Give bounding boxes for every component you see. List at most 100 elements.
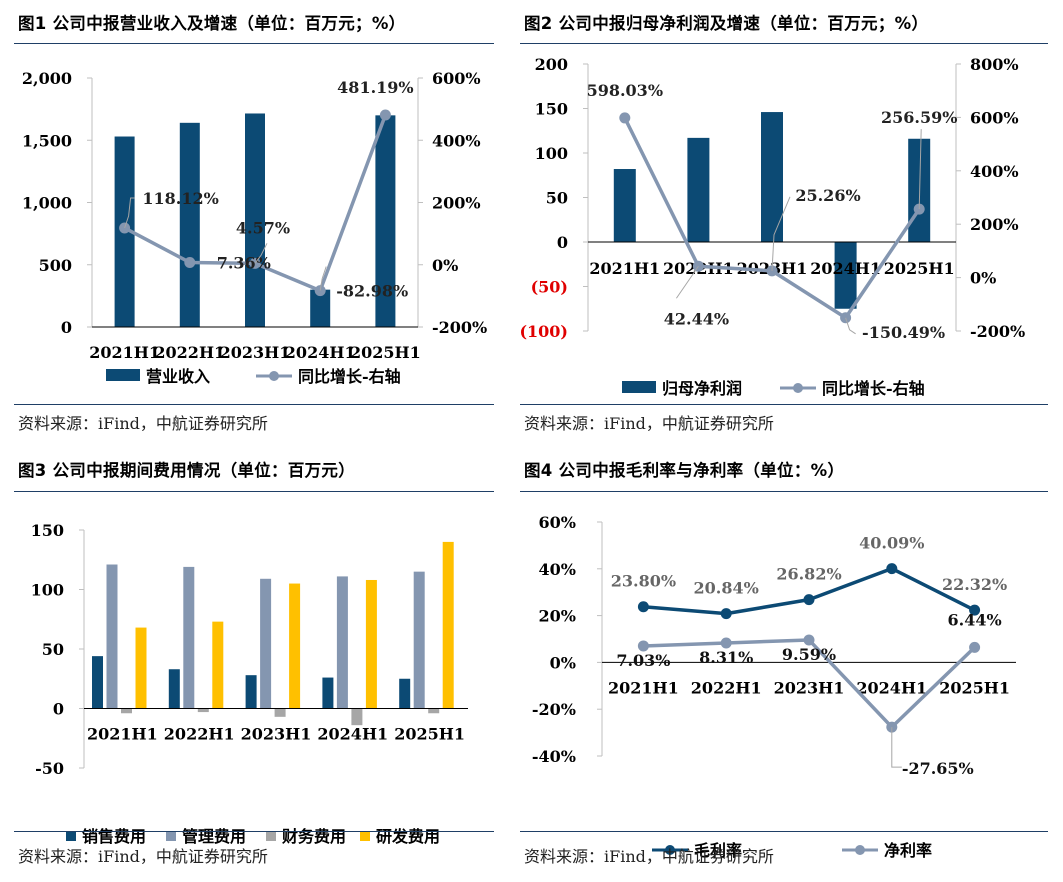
legend-line-label: 同比增长-右轴 (298, 367, 401, 386)
right-tick-label: 800% (970, 55, 1019, 74)
bar-销售费用-2023H1 (245, 675, 257, 709)
left-tick-label: 500 (39, 256, 72, 275)
category-label: 2024H1 (317, 725, 388, 744)
source-note: 资料来源：iFind，中航证券研究所 (18, 414, 268, 433)
source-rule (520, 831, 1048, 832)
source-rule (14, 831, 494, 832)
legend-swatch (266, 831, 276, 841)
bar-管理费用-2024H1 (336, 576, 348, 709)
legend-bar-swatch (106, 369, 140, 381)
legend-swatch (166, 831, 176, 841)
right-tick-label: 400% (432, 131, 481, 150)
left-tick-label: 1,000 (22, 194, 72, 213)
category-label: 2021H1 (87, 725, 158, 744)
growth-data-label: 25.26% (795, 186, 860, 205)
y-tick-label: 50 (42, 640, 64, 659)
bar-财务费用-2021H1 (121, 708, 132, 714)
legend-bar-label: 营业收入 (146, 367, 210, 386)
category-label: 2021H1 (589, 259, 660, 278)
legend-line-marker (855, 845, 865, 855)
source-note: 资料来源：iFind，中航证券研究所 (524, 414, 774, 433)
legend-line-marker (665, 845, 675, 855)
data-label-净利率: 8.31% (699, 648, 753, 667)
chart-panel-revenue: 图1 公司中报营业收入及增速（单位：百万元；%） 0 500 1,000 1,500 2… (14, 0, 494, 441)
category-label: 2025H1 (884, 259, 955, 278)
growth-point-2022H1 (692, 260, 704, 272)
growth-point-2022H1 (184, 256, 196, 268)
bar-管理费用-2023H1 (260, 578, 272, 709)
source-rule (520, 404, 1048, 405)
point-净利率-2025H1 (969, 641, 981, 653)
data-label-净利率: 7.03% (616, 651, 670, 670)
category-label: 2025H1 (350, 343, 421, 362)
right-tick-label: 200% (970, 215, 1019, 234)
left-tick-label: 100 (535, 144, 568, 163)
bar-研发费用-2025H1 (442, 541, 454, 709)
growth-data-label: 481.19% (337, 78, 413, 97)
right-tick-label: 0% (432, 256, 458, 275)
bar-销售费用-2024H1 (322, 677, 334, 709)
chart-panel-margins: 图4 公司中报毛利率与净利率（单位：%） -40% -20% 0% 20% 40% 60%… (520, 447, 1048, 882)
category-label: 2025H1 (394, 725, 465, 744)
category-label: 2024H1 (856, 678, 927, 697)
revenue-chart: 0 500 1,000 1,500 2,000 -200% 0% 200% 400% 600% 20… (22, 69, 487, 386)
right-tick-label: 600% (970, 108, 1019, 127)
data-label-毛利率: 23.80% (611, 572, 676, 591)
y-tick-label: -20% (532, 700, 576, 719)
y-tick-label: 20% (539, 607, 576, 626)
margins-chart: -40% -20% 0% 20% 40% 60% 2021H1 2022H1 2023H1 202… (532, 513, 1016, 860)
growth-data-label: 598.03% (587, 81, 663, 100)
growth-point-2025H1 (379, 109, 391, 121)
bar-2024H1 (310, 289, 331, 327)
y-tick-label: 100 (31, 581, 64, 600)
bar-销售费用-2022H1 (168, 669, 180, 709)
right-tick-label: -200% (970, 322, 1025, 341)
label-leader (319, 266, 327, 291)
chart-panel-net-profit: 图2 公司中报归母净利润及增速（单位：百万元；%） (100) (50) 0 50 10… (519, 0, 1048, 441)
category-label: 2023H1 (774, 678, 845, 697)
category-label: 2021H1 (89, 343, 160, 362)
point-净利率-2023H1 (803, 634, 815, 646)
y-tick-label: 60% (539, 513, 576, 532)
chart-panel-expenses: 图3 公司中报期间费用情况（单位：百万元） -50 0 50 100 150 2021H1… (14, 447, 494, 882)
data-label-毛利率: 40.09% (859, 534, 924, 553)
bar-财务费用-2022H1 (197, 708, 209, 713)
bar-2023H1 (761, 112, 783, 242)
left-tick-label: (100) (519, 322, 568, 341)
title-rule (14, 43, 494, 44)
chart-title: 图3 公司中报期间费用情况（单位：百万元） (18, 461, 356, 480)
category-label: 2024H1 (285, 343, 356, 362)
growth-data-label: 4.57% (236, 218, 290, 237)
bar-2024H1 (834, 242, 857, 309)
legend-label: 研发费用 (376, 827, 440, 846)
source-rule (14, 404, 494, 405)
bar-2021H1 (613, 169, 636, 242)
expenses-chart: -50 0 50 100 150 2021H1 2022H1 2023H1 2024H1 2025… (31, 521, 468, 846)
point-毛利率-2024H1 (886, 563, 898, 575)
label-leader (124, 197, 135, 229)
growth-data-label: 256.59% (881, 108, 957, 127)
label-leader (891, 727, 902, 768)
point-净利率-2021H1 (637, 640, 649, 652)
left-tick-label: 200 (535, 55, 568, 74)
category-label: 2022H1 (154, 343, 225, 362)
data-label-毛利率: 20.84% (694, 579, 759, 598)
bar-2022H1 (687, 137, 710, 242)
left-tick-label: 0 (61, 318, 72, 337)
left-tick-label: (50) (531, 278, 568, 297)
data-label-毛利率: 22.32% (942, 575, 1007, 594)
legend-label: 财务费用 (281, 827, 346, 846)
legend-bar-swatch (622, 381, 656, 393)
point-毛利率-2023H1 (803, 594, 815, 606)
legend-line-marker (793, 383, 803, 393)
right-tick-label: 400% (970, 162, 1019, 181)
growth-point-2021H1 (619, 112, 631, 124)
bar-研发费用-2022H1 (212, 621, 224, 709)
title-rule (520, 491, 1048, 492)
chart-title: 图2 公司中报归母净利润及增速（单位：百万元；%） (524, 14, 929, 33)
category-label: 2022H1 (164, 725, 235, 744)
point-毛利率-2021H1 (637, 601, 649, 613)
category-label: 2023H1 (220, 343, 291, 362)
point-毛利率-2025H1 (969, 604, 981, 616)
legend-line-label: 同比增长-右轴 (822, 379, 925, 398)
